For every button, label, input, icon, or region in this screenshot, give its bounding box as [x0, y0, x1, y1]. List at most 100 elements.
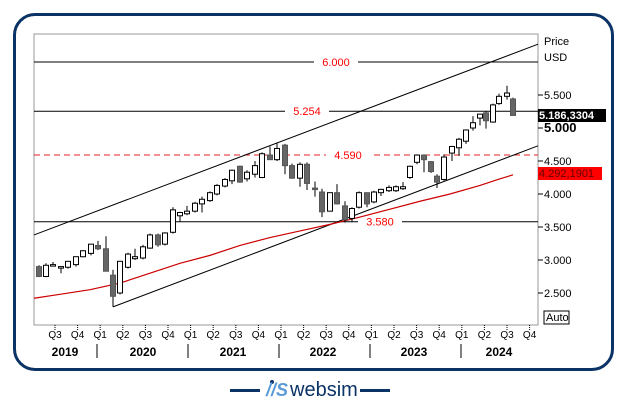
candle	[103, 236, 109, 272]
candle	[483, 110, 489, 129]
candle	[356, 191, 362, 209]
candle	[504, 85, 510, 100]
candle	[50, 261, 56, 267]
x-quarter-label: Q4	[433, 330, 447, 341]
candle	[267, 146, 273, 161]
candle	[349, 207, 355, 222]
candle	[490, 103, 496, 123]
candle	[496, 93, 502, 105]
candle	[386, 185, 392, 193]
candle	[214, 184, 220, 196]
candle	[441, 154, 447, 181]
candle	[207, 191, 213, 202]
x-quarter-label: Q2	[297, 330, 311, 341]
candle	[155, 233, 161, 247]
candle	[297, 162, 303, 187]
candle	[43, 263, 49, 278]
candle	[342, 201, 348, 223]
x-axis: Q3 Q4 Q1 Q2 Q3 Q4 Q1 Q2 Q3 Q4 Q1 Q2 Q3 Q4 Q1 Q2 Q3 Q4 Q1 Q2…	[48, 325, 537, 359]
currency-label: USD	[544, 52, 567, 64]
candle	[477, 113, 483, 126]
candle	[140, 244, 146, 260]
candle	[371, 190, 377, 204]
logo-dot	[270, 380, 274, 384]
y-axis: 2.500 3.000 3.500 4.000 4.500 5.000 5.500	[538, 90, 577, 300]
logo-line-left	[230, 389, 260, 392]
price-chart: 6.000 5.254 4.590 3.580 2.500 3.000 3.500 4.00…	[33, 33, 606, 359]
x-year-label: 2022	[310, 345, 337, 359]
y-tick-label: 5.000	[544, 120, 577, 135]
x-quarter-label: Q3	[500, 330, 514, 341]
level-label: 4.590	[334, 150, 362, 162]
candle	[229, 169, 235, 185]
candle	[237, 165, 243, 183]
ma-value: 4.292,1901	[539, 168, 594, 180]
x-year-label: 2020	[130, 345, 157, 359]
candle	[334, 184, 340, 205]
x-year-label: 2021	[220, 345, 247, 359]
lower-channel-line	[112, 145, 539, 308]
auto-button-label[interactable]: Auto	[546, 312, 569, 324]
candle	[364, 192, 370, 208]
candle	[80, 250, 86, 258]
x-quarter-label: Q1	[184, 330, 198, 341]
candle	[65, 260, 71, 269]
candle	[470, 116, 476, 131]
candle	[125, 252, 131, 269]
level-label: 5.254	[293, 106, 321, 118]
x-quarter-label: Q3	[229, 330, 243, 341]
y-tick-label: 3.500	[544, 222, 572, 234]
candle	[132, 248, 138, 260]
x-quarter-label: Q2	[478, 330, 492, 341]
candle	[110, 269, 116, 307]
candle	[407, 165, 413, 179]
candle	[192, 201, 198, 213]
candle	[434, 174, 440, 189]
candle	[147, 233, 153, 249]
candle	[421, 154, 427, 173]
auto-scale-button[interactable]: Auto	[543, 310, 570, 325]
x-year-label: 2023	[401, 345, 428, 359]
x-quarter-label: Q4	[161, 330, 175, 341]
candle	[449, 145, 455, 161]
candle	[289, 163, 295, 179]
x-quarter-label: Q4	[252, 330, 266, 341]
x-quarter-label: Q1	[274, 330, 288, 341]
last-price-value: 5.186,3304	[539, 110, 595, 122]
y-tick-label: 4.500	[544, 156, 572, 168]
x-quarter-label: Q2	[387, 330, 401, 341]
x-year-label: 2019	[52, 345, 79, 359]
y-tick-label: 3.000	[544, 255, 572, 267]
candle	[274, 142, 280, 161]
candle	[510, 97, 516, 116]
x-quarter-label: Q3	[410, 330, 424, 341]
candle	[88, 243, 94, 256]
y-axis-title: Price	[544, 36, 569, 48]
candle	[95, 240, 101, 251]
level-label: 3.580	[366, 217, 394, 229]
plot-area	[33, 33, 539, 326]
x-quarter-label: Q4	[523, 330, 537, 341]
candle	[312, 181, 318, 197]
candle	[428, 161, 434, 173]
websim-logo: //S websim	[0, 374, 633, 404]
candle	[222, 178, 228, 188]
candle	[414, 154, 420, 165]
candle	[463, 129, 469, 144]
candle	[319, 188, 325, 218]
logo-text: websim	[290, 379, 358, 401]
y-tick-label: 5.500	[544, 90, 572, 102]
candle	[244, 170, 250, 182]
x-quarter-label: Q2	[116, 330, 130, 341]
candle	[378, 188, 384, 196]
candle	[170, 207, 176, 234]
candle	[327, 192, 333, 212]
x-year-label: 2024	[486, 345, 513, 359]
websim-mark-icon: //S	[266, 380, 289, 400]
last-price-tag: 5.186,3304	[538, 109, 606, 122]
candle	[36, 265, 42, 278]
candle	[259, 152, 265, 179]
candle	[400, 182, 406, 191]
x-quarter-label: Q4	[342, 330, 356, 341]
candle	[199, 196, 205, 213]
